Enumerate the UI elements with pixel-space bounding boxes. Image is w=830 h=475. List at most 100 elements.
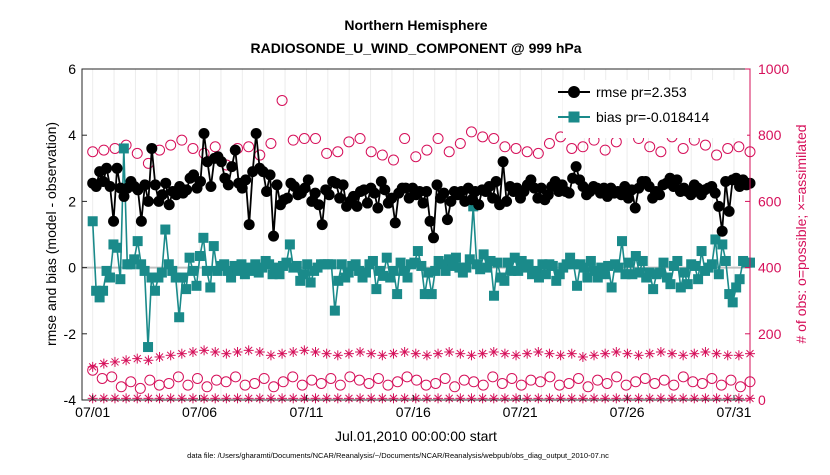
obs-possible-point xyxy=(658,374,670,386)
bias-point xyxy=(499,275,510,286)
bias-point xyxy=(281,257,292,268)
asterisk-stroke xyxy=(289,394,298,403)
obs-assimilated-point xyxy=(388,393,399,404)
obs-possible-point xyxy=(365,146,377,158)
rmse-point xyxy=(250,128,262,140)
obs-assimilated-point xyxy=(388,348,399,359)
obs-assimilated-point xyxy=(633,393,644,404)
obs-possible-point xyxy=(699,139,711,151)
asterisk-stroke xyxy=(389,349,398,358)
asterisk-stroke xyxy=(333,394,342,403)
y2-tick-label: 800 xyxy=(758,127,782,143)
asterisk-stroke xyxy=(690,394,699,403)
obs-possible-point xyxy=(532,147,544,159)
rmse-point xyxy=(142,195,154,207)
obs-assimilated-point xyxy=(254,347,265,358)
obs-assimilated-point xyxy=(343,393,354,404)
asterisk-stroke xyxy=(523,349,532,358)
rmse-point xyxy=(428,232,440,244)
bias-point xyxy=(139,265,150,276)
bias-point xyxy=(606,282,617,293)
bias-point xyxy=(191,280,202,291)
obs-possible-point xyxy=(506,372,518,384)
obs-assimilated-point xyxy=(533,347,544,358)
bias-point xyxy=(257,262,268,273)
obs-possible-point xyxy=(387,154,399,166)
asterisk-stroke xyxy=(512,394,520,403)
obs-assimilated-point xyxy=(555,393,566,404)
bias-point xyxy=(170,272,181,283)
bias-point xyxy=(295,275,306,286)
data-file-footnote: data file: /Users/gharamti/Documents/NCA… xyxy=(187,451,609,460)
bias-point xyxy=(236,259,247,270)
obs-assimilated-point xyxy=(154,351,165,362)
obs-assimilated-point xyxy=(132,353,143,364)
bias-point xyxy=(350,259,361,270)
bias-point xyxy=(360,267,371,278)
obs-assimilated-point xyxy=(544,393,555,404)
bias-point xyxy=(724,289,735,300)
asterisk-stroke xyxy=(166,394,175,403)
asterisk-stroke xyxy=(300,346,309,355)
asterisk-stroke xyxy=(233,348,242,356)
bias-point xyxy=(658,257,669,268)
obs-assimilated-point xyxy=(700,393,711,404)
asterisk-stroke xyxy=(590,351,598,360)
obs-assimilated-point xyxy=(243,393,254,404)
asterisk-stroke xyxy=(333,351,342,360)
bias-point xyxy=(613,262,624,273)
obs-possible-point xyxy=(711,149,723,161)
asterisk-stroke xyxy=(400,348,409,356)
rmse-point xyxy=(441,214,453,226)
obs-possible-point xyxy=(488,133,500,145)
rmse-point xyxy=(160,177,172,189)
bias-point xyxy=(620,269,631,280)
y2-tick-label: 0 xyxy=(758,392,766,408)
obs-assimilated-point xyxy=(678,350,689,361)
bias-point xyxy=(395,257,406,268)
bias-point xyxy=(298,269,309,280)
bias-point xyxy=(423,267,434,278)
rmse-point xyxy=(163,199,175,211)
obs-assimilated-point xyxy=(366,393,377,404)
obs-possible-point xyxy=(287,134,299,146)
obs-assimilated-point xyxy=(633,350,644,361)
asterisk-stroke xyxy=(155,353,164,361)
asterisk-stroke xyxy=(211,348,220,356)
asterisk-stroke xyxy=(356,394,364,403)
obs-assimilated-point xyxy=(644,348,655,359)
x-tick-label: 07/21 xyxy=(503,404,538,420)
asterisk-stroke xyxy=(144,356,153,365)
bias-point xyxy=(367,255,378,266)
bias-point xyxy=(94,292,105,303)
bias-point xyxy=(689,260,700,271)
bias-point xyxy=(343,267,354,278)
bias-point xyxy=(547,260,558,271)
asterisk-stroke xyxy=(177,349,186,358)
rmse-point xyxy=(302,174,314,186)
obs-assimilated-point xyxy=(589,393,600,404)
y-tick-label: -4 xyxy=(64,392,77,408)
obs-possible-point xyxy=(496,377,508,389)
bias-point xyxy=(232,265,243,276)
asterisk-stroke xyxy=(467,394,476,403)
asterisk-stroke xyxy=(612,394,621,403)
bias-point xyxy=(506,265,517,276)
asterisk-stroke xyxy=(679,351,688,360)
rmse-point xyxy=(226,161,238,173)
bias-point xyxy=(461,262,472,273)
obs-assimilated-point xyxy=(455,393,466,404)
asterisk-stroke xyxy=(322,349,331,358)
obs-assimilated-point xyxy=(187,393,198,404)
rmse-point xyxy=(181,184,193,196)
obs-possible-point xyxy=(191,372,203,384)
rmse-point xyxy=(563,187,575,199)
obs-possible-point xyxy=(582,381,594,393)
obs-possible-point xyxy=(722,142,734,154)
bias-point xyxy=(181,284,192,295)
rmse-point xyxy=(542,189,554,201)
obs-possible-point xyxy=(510,142,522,154)
rmse-point xyxy=(264,169,276,181)
obs-possible-point xyxy=(487,371,499,383)
